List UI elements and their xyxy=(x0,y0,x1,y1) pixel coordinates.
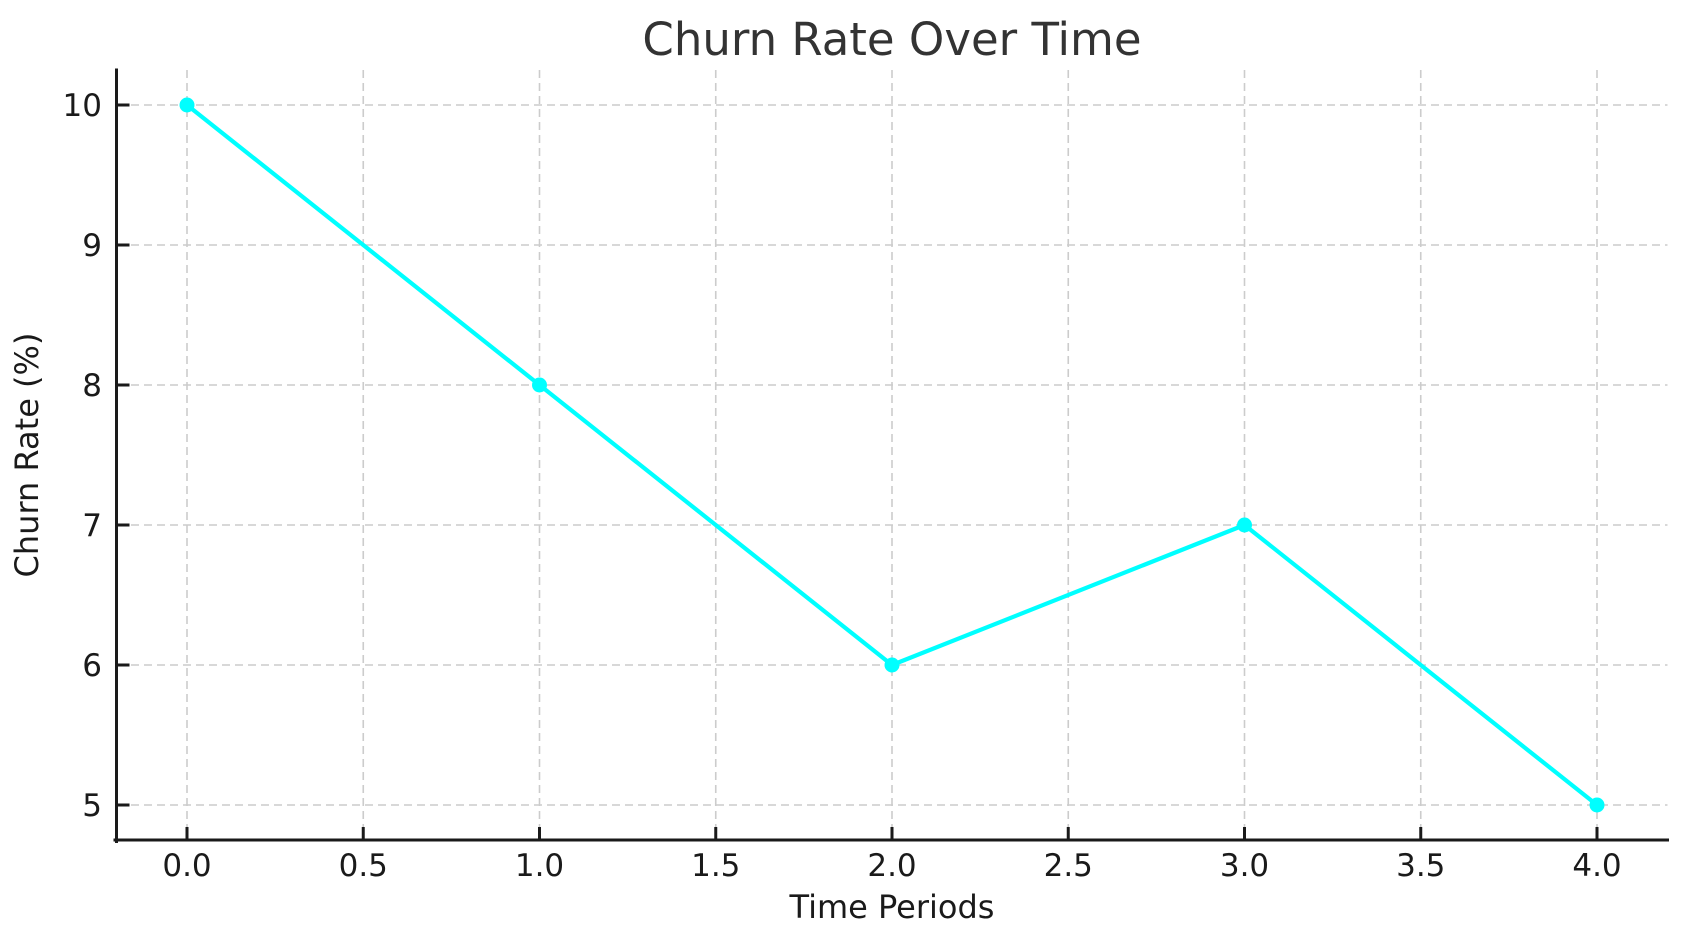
x-tick-label: 3.5 xyxy=(1396,848,1445,884)
data-point-marker xyxy=(884,657,900,673)
y-tick-label: 5 xyxy=(82,788,102,824)
x-tick-label: 1.0 xyxy=(515,848,564,884)
x-tick-label: 3.0 xyxy=(1220,848,1269,884)
y-tick-label: 7 xyxy=(82,508,102,544)
axis-layer xyxy=(113,68,1669,843)
data-point-marker xyxy=(532,377,547,393)
y-tick-label: 6 xyxy=(82,648,102,684)
y-axis-label: Churn Rate (%) xyxy=(8,333,46,578)
x-tick-label: 0.0 xyxy=(162,848,211,884)
data-point-marker xyxy=(1589,797,1605,813)
x-tick-label: 0.5 xyxy=(339,848,388,884)
grid-layer xyxy=(118,70,1668,839)
x-tick-label: 2.0 xyxy=(867,848,916,884)
chart-title: Churn Rate Over Time xyxy=(642,13,1141,66)
y-tick-label: 10 xyxy=(63,88,102,124)
x-tick-label: 4.0 xyxy=(1572,848,1621,884)
data-point-marker xyxy=(1237,517,1252,533)
series-layer xyxy=(179,97,1605,813)
tick-label-layer: 0.0 0.5 1.0 1.5 2.0 2.5 3.0 3.5 4.0 5 6 7 8 9 10 xyxy=(63,88,1622,884)
x-tick-label: 2.5 xyxy=(1044,848,1093,884)
y-tick-label: 9 xyxy=(82,228,102,264)
x-axis-label: Time Periods xyxy=(789,888,995,926)
y-tick-label: 8 xyxy=(82,368,102,404)
x-tick-label: 1.5 xyxy=(691,848,740,884)
data-point-marker xyxy=(179,97,195,113)
